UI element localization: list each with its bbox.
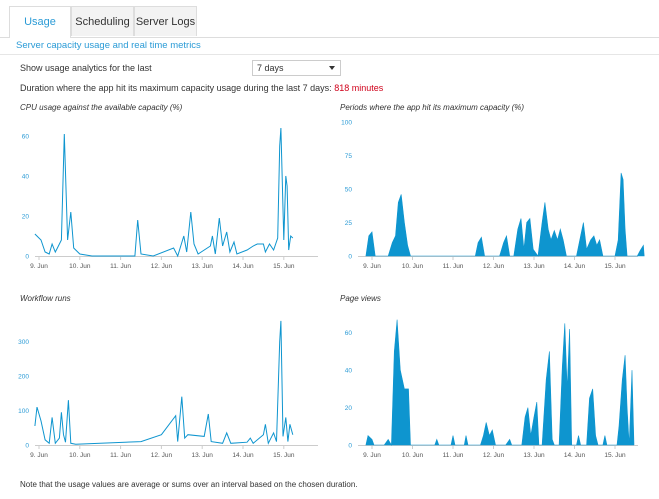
capacity-y-tick-label: 25 xyxy=(345,220,353,227)
pageviews-chart-title: Page views xyxy=(340,294,381,303)
pageviews-y-tick-label: 20 xyxy=(345,405,353,412)
cpu-y-tick-label: 20 xyxy=(22,214,30,221)
pageviews-chart: 0 20 40 60 9. Jun 10. Jun 11. Jun 12. Jun 13. Ju… xyxy=(345,319,638,459)
cpu-x-tick-label: 15. Jun xyxy=(273,263,295,270)
pageviews-y-tick-label: 0 xyxy=(348,443,352,450)
duration-label: Duration where the app hit its maximum c… xyxy=(20,83,332,93)
capacity-y-tick-label: 0 xyxy=(348,254,352,261)
workflow-x-tick-label: 11. Jun xyxy=(110,452,131,459)
capacity-x-tick-label: 9. Jun xyxy=(363,263,381,270)
cpu-x-tick-label: 12. Jun xyxy=(151,263,173,270)
workflow-y-tick-label: 0 xyxy=(25,443,29,450)
workflow-y-tick-label: 200 xyxy=(18,374,29,381)
pageviews-y-tick-label: 40 xyxy=(345,368,353,375)
capacity-chart: 0 25 50 75 100 9. Jun 10. Jun 11. Jun 12. Jun 13.… xyxy=(341,120,645,270)
capacity-y-tick-label: 75 xyxy=(345,153,353,160)
cpu-chart-title: CPU usage against the available capacity… xyxy=(20,103,183,112)
duration-select-value: 7 days xyxy=(257,63,284,73)
capacity-series-area xyxy=(365,172,645,257)
duration-select[interactable]: 7 days xyxy=(252,60,341,76)
workflow-chart: 0 100 200 300 9. Jun 10. Jun 11. Jun 12. Jun 13.… xyxy=(18,320,318,459)
pageviews-y-tick-label: 60 xyxy=(345,330,353,337)
usage-note: Note that the usage values are average o… xyxy=(20,480,358,489)
duration-value: 818 minutes xyxy=(334,83,384,93)
workflow-x-tick-label: 10. Jun xyxy=(69,452,91,459)
capacity-y-tick-label: 100 xyxy=(341,120,352,127)
pageviews-x-tick-label: 14. Jun xyxy=(564,452,586,459)
cpu-x-tick-label: 13. Jun xyxy=(192,263,214,270)
capacity-x-tick-label: 11. Jun xyxy=(443,263,464,270)
max-capacity-duration: Duration where the app hit its maximum c… xyxy=(20,83,383,93)
workflow-x-tick-label: 14. Jun xyxy=(232,452,254,459)
cpu-x-tick-label: 10. Jun xyxy=(69,263,91,270)
cpu-y-tick-label: 0 xyxy=(25,254,29,261)
workflow-y-tick-label: 300 xyxy=(18,339,29,346)
cpu-y-tick-label: 40 xyxy=(22,174,30,181)
workflow-x-tick-label: 9. Jun xyxy=(30,452,48,459)
pageviews-x-tick-label: 9. Jun xyxy=(363,452,381,459)
pageviews-x-tick-label: 12. Jun xyxy=(483,452,505,459)
workflow-x-tick-label: 15. Jun xyxy=(273,452,295,459)
cpu-x-tick-label: 9. Jun xyxy=(30,263,48,270)
workflow-x-tick-label: 13. Jun xyxy=(192,452,214,459)
workflow-x-tick-label: 12. Jun xyxy=(151,452,173,459)
capacity-y-tick-label: 50 xyxy=(345,187,353,194)
cpu-x-tick-label: 14. Jun xyxy=(232,263,254,270)
pageviews-x-tick-label: 13. Jun xyxy=(523,452,545,459)
workflow-y-tick-label: 100 xyxy=(18,408,29,415)
tab-bar: Usage Scheduling Server Logs xyxy=(0,0,659,38)
pageviews-x-tick-label: 15. Jun xyxy=(604,452,626,459)
capacity-x-tick-label: 12. Jun xyxy=(483,263,505,270)
analytics-label: Show usage analytics for the last xyxy=(20,63,152,73)
capacity-x-tick-label: 10. Jun xyxy=(402,263,424,270)
capacity-x-tick-label: 15. Jun xyxy=(604,263,626,270)
tab-scheduling[interactable]: Scheduling xyxy=(71,6,134,36)
pageviews-x-tick-label: 11. Jun xyxy=(443,452,464,459)
capacity-chart-title: Periods where the app hit its maximum ca… xyxy=(340,103,525,112)
capacity-x-tick-label: 13. Jun xyxy=(523,263,545,270)
workflow-series-line xyxy=(34,320,294,445)
pageviews-x-tick-label: 10. Jun xyxy=(402,452,424,459)
pageviews-series-area xyxy=(365,319,635,447)
chevron-down-icon xyxy=(329,66,335,70)
cpu-series-line xyxy=(34,127,294,258)
cpu-x-tick-label: 11. Jun xyxy=(110,263,131,270)
divider xyxy=(0,54,659,55)
workflow-chart-title: Workflow runs xyxy=(20,294,71,303)
cpu-chart: 0 20 40 60 9. Jun 10. Jun 11. Jun 12. Jun 13. Ju… xyxy=(22,127,318,270)
tab-server-logs[interactable]: Server Logs xyxy=(134,6,197,36)
cpu-y-tick-label: 60 xyxy=(22,134,30,141)
page-subtitle: Server capacity usage and real time metr… xyxy=(16,40,201,51)
tab-usage[interactable]: Usage xyxy=(9,6,71,38)
capacity-x-tick-label: 14. Jun xyxy=(564,263,586,270)
